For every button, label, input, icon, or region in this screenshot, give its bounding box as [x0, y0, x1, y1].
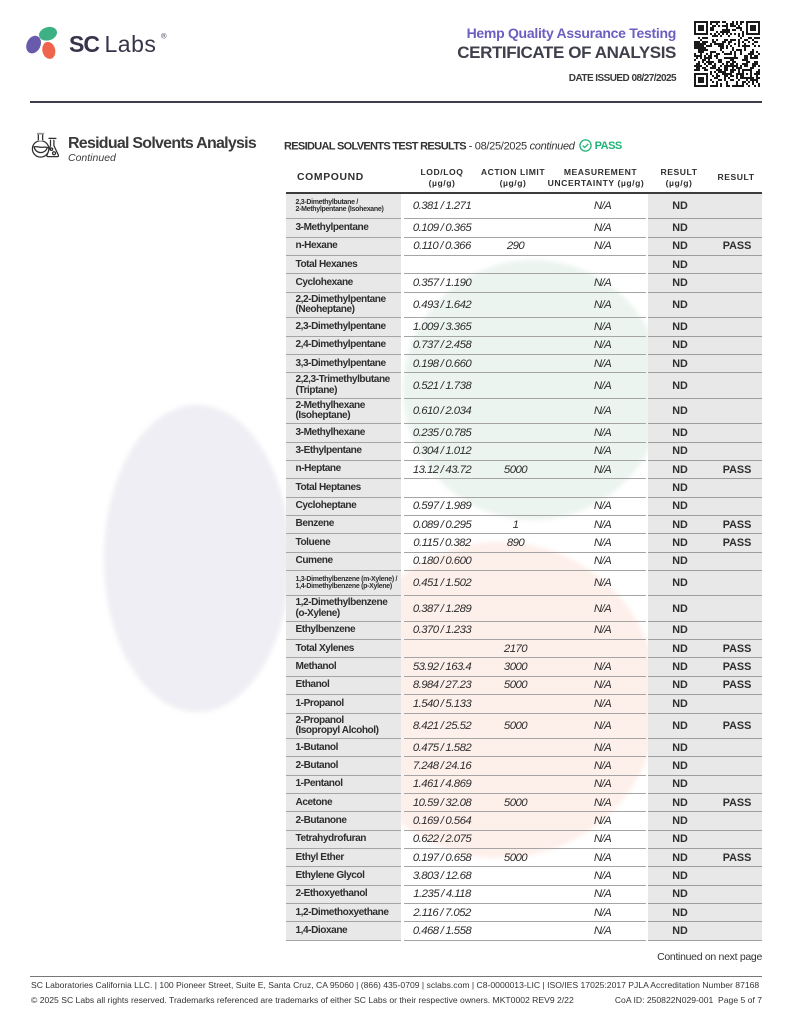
- svg-text:®: ®: [161, 32, 167, 41]
- svg-text:Labs: Labs: [105, 31, 157, 57]
- svg-text:SC: SC: [69, 31, 99, 57]
